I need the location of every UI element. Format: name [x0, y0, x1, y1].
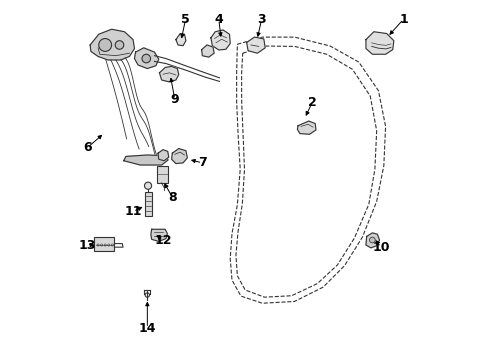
Text: 11: 11: [124, 205, 142, 218]
Circle shape: [369, 237, 374, 243]
Polygon shape: [123, 155, 168, 165]
Polygon shape: [90, 29, 134, 60]
Text: 14: 14: [138, 322, 156, 335]
Polygon shape: [159, 66, 179, 82]
Bar: [94, 237, 114, 251]
Polygon shape: [201, 45, 214, 57]
Circle shape: [142, 54, 150, 63]
Bar: [157, 166, 168, 183]
Polygon shape: [297, 121, 315, 134]
Text: 12: 12: [154, 234, 171, 247]
Polygon shape: [365, 32, 393, 54]
Polygon shape: [210, 30, 230, 50]
Text: 3: 3: [257, 13, 265, 26]
Text: 5: 5: [181, 13, 189, 26]
Polygon shape: [365, 233, 379, 248]
Circle shape: [115, 41, 123, 49]
Text: 4: 4: [214, 13, 223, 26]
Text: 7: 7: [198, 156, 206, 169]
Text: 6: 6: [83, 141, 92, 154]
Polygon shape: [158, 150, 168, 161]
Polygon shape: [246, 37, 264, 53]
Bar: [145, 192, 151, 216]
Polygon shape: [176, 33, 185, 46]
Polygon shape: [151, 229, 167, 242]
Circle shape: [144, 182, 151, 189]
Circle shape: [99, 39, 111, 51]
Text: 2: 2: [307, 96, 316, 109]
Text: 10: 10: [371, 240, 389, 254]
Text: 1: 1: [398, 13, 407, 26]
Text: 8: 8: [168, 191, 176, 204]
Text: 9: 9: [170, 93, 179, 106]
Polygon shape: [171, 149, 187, 163]
Text: 13: 13: [79, 239, 96, 252]
Polygon shape: [134, 48, 159, 68]
